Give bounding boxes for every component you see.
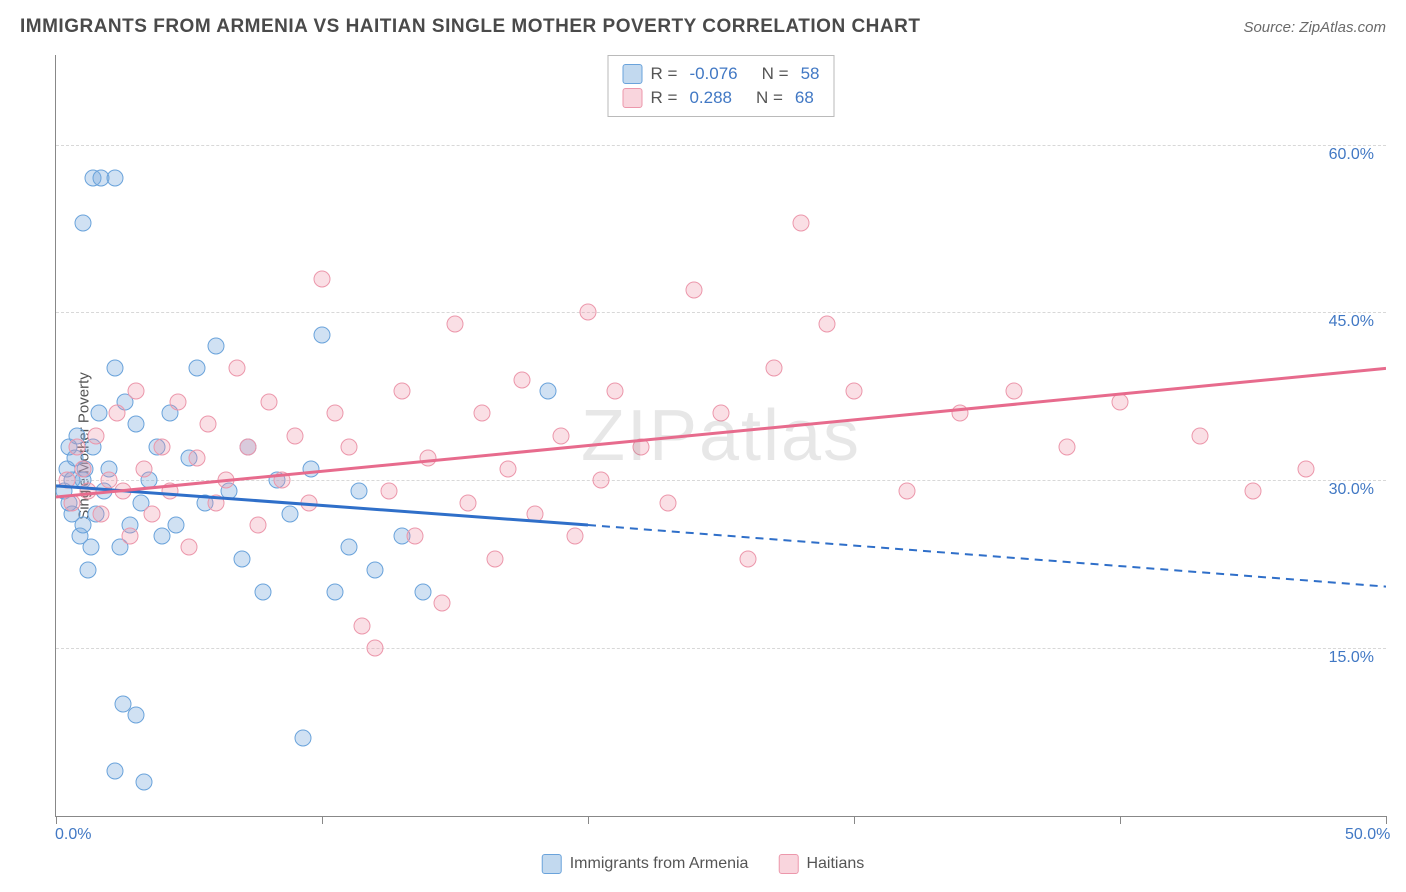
legend-n-value: 68	[795, 88, 814, 108]
legend-n-label: N =	[756, 88, 783, 108]
legend-swatch	[623, 88, 643, 108]
legend-r-label: R =	[651, 88, 678, 108]
bottom-legend-item: Haitians	[778, 854, 864, 874]
legend-series-label: Haitians	[806, 855, 864, 873]
trend-lines-svg	[56, 55, 1386, 816]
legend-n-label: N =	[762, 64, 789, 84]
series-legend: Immigrants from Armenia Haitians	[542, 854, 865, 874]
x-tick-mark	[854, 816, 855, 824]
bottom-legend-item: Immigrants from Armenia	[542, 854, 749, 874]
legend-row: R = 0.288 N = 68	[623, 86, 820, 110]
x-tick-mark	[588, 816, 589, 824]
correlation-legend: R = -0.076 N = 58 R = 0.288 N = 68	[608, 55, 835, 117]
x-tick-label: 50.0%	[1345, 826, 1390, 844]
legend-series-label: Immigrants from Armenia	[570, 855, 749, 873]
trend-line-armenia-dashed	[588, 525, 1386, 587]
scatter-plot-area: ZIPatlas R =-0.076N =58R =0.288N =68 15.…	[55, 55, 1386, 817]
chart-header: IMMIGRANTS FROM ARMENIA VS HAITIAN SINGL…	[20, 16, 1386, 38]
legend-row: R = -0.076 N = 58	[623, 62, 820, 86]
legend-swatch	[542, 854, 562, 874]
source-attribution: Source: ZipAtlas.com	[1243, 19, 1386, 36]
legend-r-value: -0.076	[689, 64, 737, 84]
legend-r-label: R =	[651, 64, 678, 84]
x-tick-mark	[322, 816, 323, 824]
trend-line-haitian	[56, 368, 1386, 497]
x-tick-mark	[56, 816, 57, 824]
legend-r-value: 0.288	[689, 88, 732, 108]
x-tick-mark	[1386, 816, 1387, 824]
chart-title: IMMIGRANTS FROM ARMENIA VS HAITIAN SINGL…	[20, 16, 920, 38]
legend-swatch	[623, 64, 643, 84]
legend-swatch	[778, 854, 798, 874]
trend-line-armenia-solid	[56, 486, 588, 525]
x-tick-label: 0.0%	[55, 826, 91, 844]
legend-n-value: 58	[801, 64, 820, 84]
x-tick-mark	[1120, 816, 1121, 824]
